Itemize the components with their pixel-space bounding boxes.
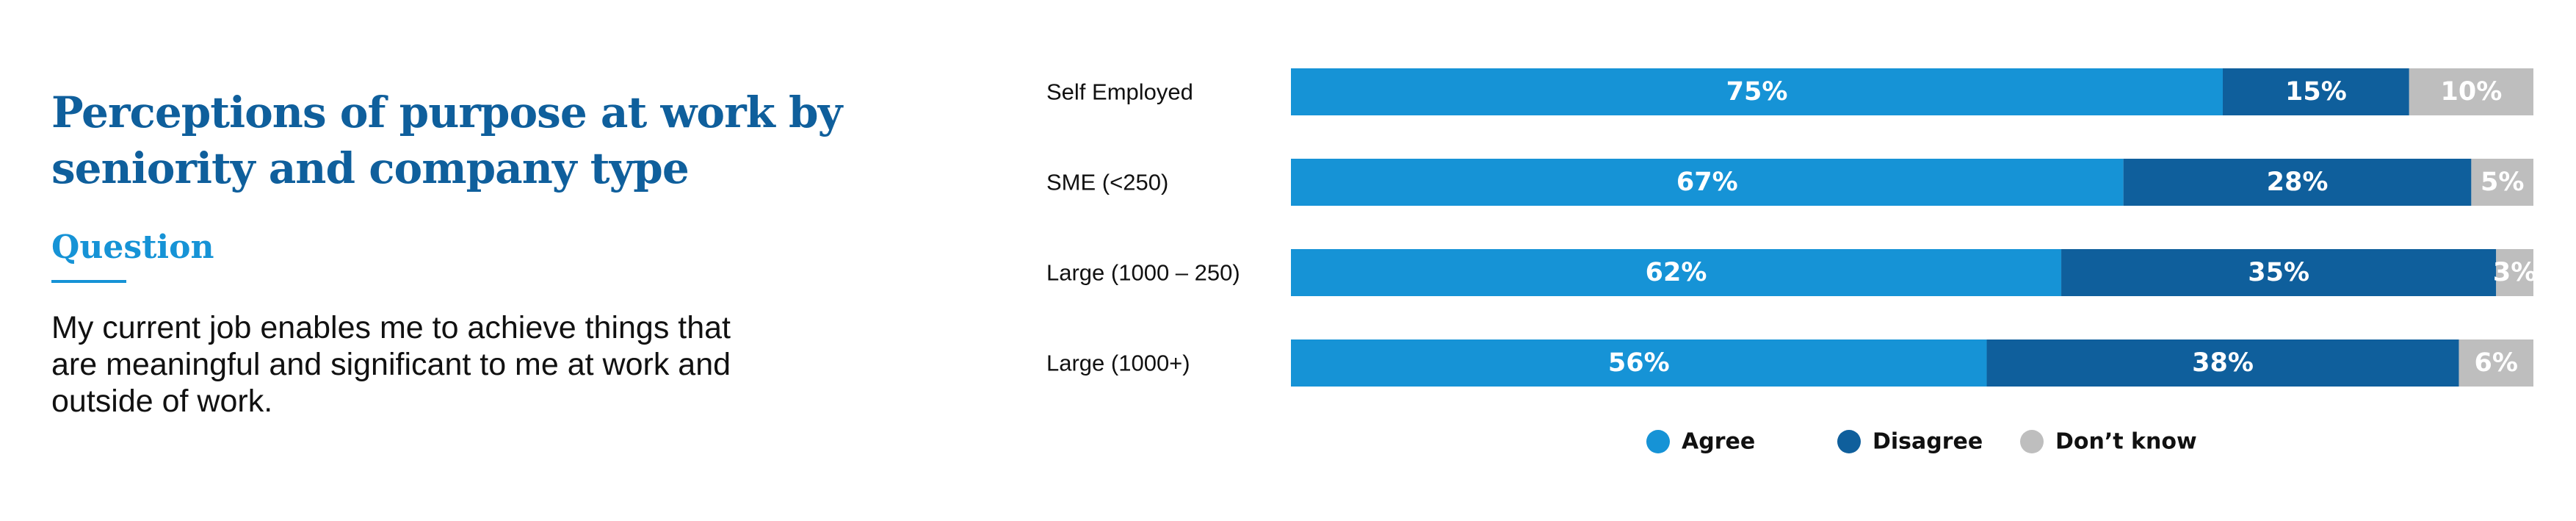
chart-title: Perceptions of purpose at work by senior… [51,87,842,193]
legend-swatch [1837,430,1861,453]
bar-segment [1291,249,2062,296]
data-label: 5% [2481,168,2524,197]
data-label: 35% [2248,258,2309,287]
bar-segment [2061,249,2497,296]
bar-segment [2223,68,2409,115]
data-label: 67% [1676,168,1738,197]
legend-label: Agree [1682,429,1755,455]
category-label: Large (1000+) [1046,351,1190,376]
question-divider [51,280,126,283]
bar-segment [1986,339,2459,387]
category-label: Large (1000 – 250) [1046,260,1240,286]
bar-segment [2123,159,2472,206]
bar-segment [1291,159,2124,206]
data-label: 62% [1646,258,1707,287]
bar-segment [1291,339,1987,387]
bar-segment [2496,249,2533,296]
data-label: 38% [2192,348,2254,378]
data-label: 28% [2267,168,2329,197]
chart-header: Perceptions of purpose at work by senior… [51,85,933,420]
legend-swatch [1646,430,1670,453]
data-label: 6% [2475,348,2518,378]
category-label: SME (<250) [1046,170,1168,195]
category-label: Self Employed [1046,79,1193,105]
bar-segment [2409,68,2533,115]
data-label: 10% [2441,77,2503,107]
data-label: 15% [2285,77,2347,107]
legend-label: Disagree [1873,429,1983,455]
data-label: 56% [1608,348,1670,378]
data-label: 75% [1726,77,1788,107]
legend-label: Don’t know [2055,429,2197,455]
bar-segment [2471,159,2533,206]
question-label: Question [51,229,214,266]
data-label: 3% [2493,258,2536,287]
bar-segment [1291,68,2223,115]
question-text: My current job enables me to achieve thi… [51,310,731,419]
bar-segment [2459,339,2533,387]
legend-swatch [2020,430,2044,453]
